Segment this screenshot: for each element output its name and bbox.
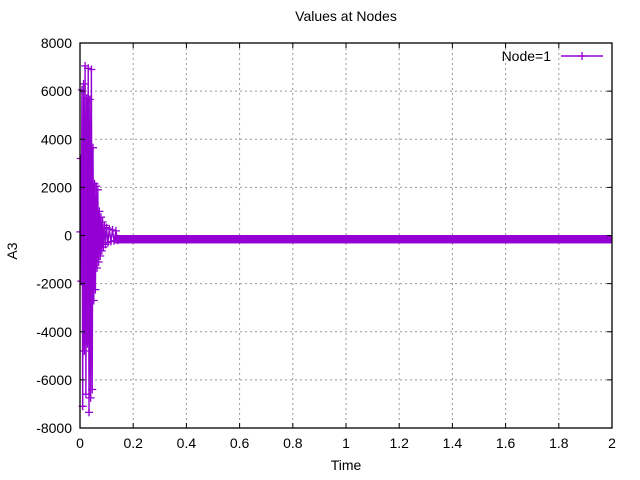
y-tick-label: 0 <box>64 228 72 244</box>
x-tick-label: 1.4 <box>443 435 463 451</box>
x-tick-label: 1.8 <box>549 435 569 451</box>
y-tick-label: -2000 <box>36 276 72 292</box>
x-axis-label: Time <box>330 457 362 473</box>
y-tick-label: 6000 <box>41 83 72 99</box>
y-tick-label: 2000 <box>41 179 72 195</box>
x-tick-label: 0 <box>76 435 84 451</box>
legend-label: Node=1 <box>501 48 551 64</box>
x-tick-label: 1.6 <box>496 435 516 451</box>
y-tick-label: -8000 <box>36 420 72 436</box>
x-tick-label: 1 <box>342 435 350 451</box>
y-tick-label: -6000 <box>36 372 72 388</box>
x-tick-label: 0.6 <box>230 435 250 451</box>
legend-line-sample-icon <box>561 52 603 60</box>
x-tick-label: 2 <box>608 435 616 451</box>
x-tick-label: 0.2 <box>123 435 143 451</box>
x-tick-label: 0.4 <box>177 435 197 451</box>
x-tick-label: 1.2 <box>389 435 409 451</box>
legend: Node=1 <box>502 47 604 65</box>
y-tick-label: 8000 <box>41 35 72 51</box>
x-tick-label: 0.8 <box>283 435 303 451</box>
chart-title: Values at Nodes <box>295 8 397 24</box>
y-tick-label: 4000 <box>41 131 72 147</box>
y-tick-label: -4000 <box>36 324 72 340</box>
